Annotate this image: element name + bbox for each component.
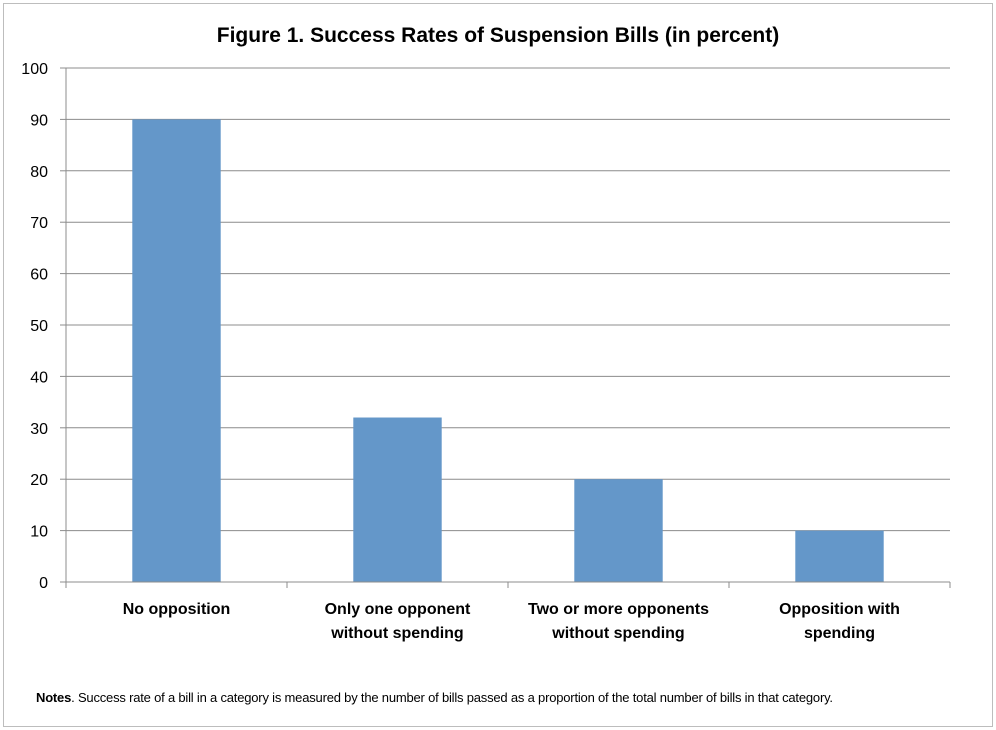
y-tick-label: 70 xyxy=(30,215,48,232)
bar xyxy=(795,530,884,582)
y-tick-label: 90 xyxy=(30,112,48,129)
x-category-label: without spending xyxy=(330,625,463,642)
bar xyxy=(353,417,442,582)
x-category-label: No opposition xyxy=(123,601,231,618)
y-tick-label: 100 xyxy=(21,61,48,78)
y-tick-label: 40 xyxy=(30,369,48,386)
chart-notes: Notes. Success rate of a bill in a categ… xyxy=(36,690,833,705)
y-tick-label: 30 xyxy=(30,421,48,438)
axis-labels: 0 10 20 30 40 50 60 70 80 90 100 No opposition Only … xyxy=(21,61,900,642)
bar xyxy=(132,119,221,583)
axes xyxy=(60,67,951,588)
x-category-label: without spending xyxy=(551,625,684,642)
bars xyxy=(132,119,884,583)
x-category-label: Only one opponent xyxy=(325,601,471,618)
bar xyxy=(574,479,663,582)
y-tick-label: 0 xyxy=(39,575,48,592)
y-tick-label: 10 xyxy=(30,524,48,541)
x-category-label: Two or more opponents xyxy=(528,601,709,618)
x-category-label: Opposition with xyxy=(779,601,900,618)
notes-label: Notes xyxy=(36,690,72,705)
x-category-label: spending xyxy=(804,625,875,642)
y-tick-label: 20 xyxy=(30,472,48,489)
y-tick-label: 50 xyxy=(30,318,48,335)
y-tick-label: 60 xyxy=(30,267,48,284)
chart-title: Figure 1. Success Rates of Suspension Bi… xyxy=(216,24,780,47)
y-tick-label: 80 xyxy=(30,164,48,181)
notes-text: . Success rate of a bill in a category i… xyxy=(71,690,833,705)
